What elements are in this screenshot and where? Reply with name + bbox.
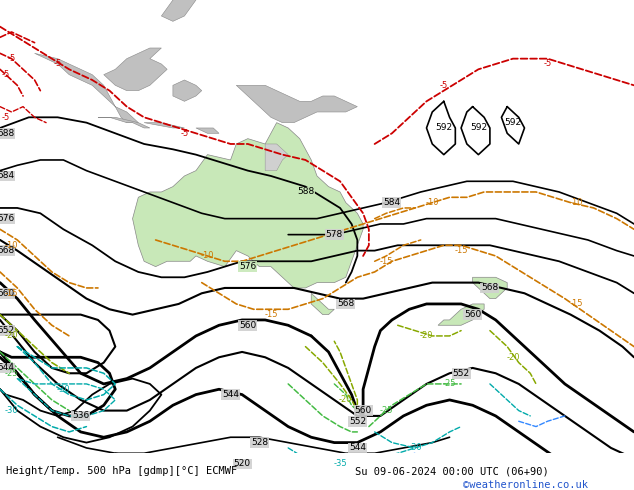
Text: 544: 544 bbox=[0, 364, 14, 372]
Text: 528: 528 bbox=[251, 438, 268, 447]
Text: -35: -35 bbox=[333, 460, 347, 468]
Text: -25: -25 bbox=[443, 379, 456, 389]
Polygon shape bbox=[196, 128, 219, 133]
Text: 560: 560 bbox=[464, 310, 481, 319]
Text: -20: -20 bbox=[420, 331, 433, 341]
Text: 536: 536 bbox=[72, 412, 89, 420]
Text: -10: -10 bbox=[569, 198, 583, 207]
Text: 592: 592 bbox=[470, 123, 487, 132]
Text: -30: -30 bbox=[408, 443, 422, 452]
Text: -15: -15 bbox=[569, 299, 583, 308]
Text: 568: 568 bbox=[337, 299, 354, 308]
Text: 560: 560 bbox=[354, 406, 372, 415]
Text: 588: 588 bbox=[0, 129, 15, 138]
Polygon shape bbox=[98, 117, 150, 128]
Text: 552: 552 bbox=[349, 417, 366, 426]
Text: 592: 592 bbox=[505, 118, 522, 127]
Text: 588: 588 bbox=[297, 188, 314, 196]
Text: Su 09-06-2024 00:00 UTC (06+90): Su 09-06-2024 00:00 UTC (06+90) bbox=[355, 466, 549, 476]
Polygon shape bbox=[133, 122, 363, 288]
Text: -30: -30 bbox=[56, 385, 70, 394]
Text: -30: -30 bbox=[4, 406, 18, 415]
Text: 584: 584 bbox=[0, 172, 15, 180]
Text: 552: 552 bbox=[0, 326, 15, 335]
Text: 560: 560 bbox=[239, 321, 257, 330]
Text: 560: 560 bbox=[0, 289, 15, 298]
Text: -5: -5 bbox=[180, 129, 188, 138]
Text: 592: 592 bbox=[435, 123, 453, 132]
Text: -5: -5 bbox=[2, 70, 10, 79]
Text: 568: 568 bbox=[481, 283, 498, 293]
Text: -20: -20 bbox=[5, 331, 18, 341]
Polygon shape bbox=[162, 0, 196, 22]
Polygon shape bbox=[35, 53, 138, 122]
Text: -5: -5 bbox=[53, 59, 61, 69]
Polygon shape bbox=[472, 277, 507, 298]
Text: Height/Temp. 500 hPa [gdmp][°C] ECMWF: Height/Temp. 500 hPa [gdmp][°C] ECMWF bbox=[6, 466, 238, 476]
Polygon shape bbox=[265, 144, 288, 171]
Text: 568: 568 bbox=[0, 246, 15, 255]
Polygon shape bbox=[173, 80, 202, 101]
Text: 520: 520 bbox=[233, 460, 250, 468]
Text: -10: -10 bbox=[5, 241, 18, 250]
Text: -5: -5 bbox=[543, 59, 552, 69]
Text: 544: 544 bbox=[349, 443, 366, 452]
Text: -5: -5 bbox=[439, 81, 448, 90]
Text: -25: -25 bbox=[5, 369, 18, 378]
Text: -25: -25 bbox=[379, 406, 393, 415]
Text: -20: -20 bbox=[506, 353, 520, 362]
Text: ©weatheronline.co.uk: ©weatheronline.co.uk bbox=[463, 480, 588, 490]
Polygon shape bbox=[311, 294, 334, 315]
Polygon shape bbox=[144, 122, 184, 128]
Text: 576: 576 bbox=[0, 214, 15, 223]
Text: -15: -15 bbox=[379, 257, 393, 266]
Text: 578: 578 bbox=[326, 230, 343, 239]
Text: -5: -5 bbox=[8, 54, 16, 63]
Text: -20: -20 bbox=[339, 395, 353, 404]
Text: -15: -15 bbox=[264, 310, 278, 319]
Text: -15: -15 bbox=[5, 289, 18, 298]
Text: -10: -10 bbox=[425, 198, 439, 207]
Text: -15: -15 bbox=[455, 246, 468, 255]
Text: -10: -10 bbox=[201, 251, 214, 261]
Polygon shape bbox=[104, 48, 167, 91]
Text: -5: -5 bbox=[2, 113, 10, 122]
Polygon shape bbox=[236, 85, 358, 122]
Text: 544: 544 bbox=[222, 390, 239, 399]
Text: 584: 584 bbox=[384, 198, 401, 207]
Polygon shape bbox=[438, 304, 484, 325]
Text: 552: 552 bbox=[453, 369, 470, 378]
Text: 576: 576 bbox=[239, 262, 257, 271]
